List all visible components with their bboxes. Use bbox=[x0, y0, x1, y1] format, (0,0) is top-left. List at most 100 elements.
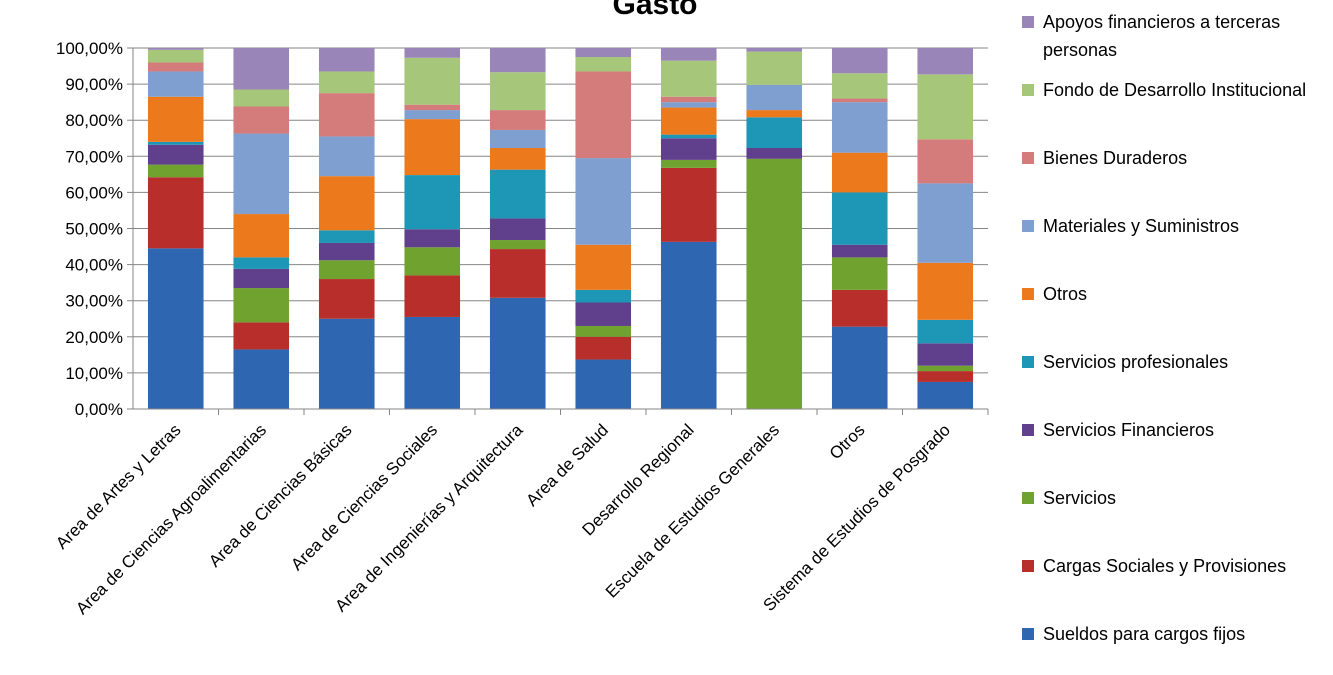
y-tick-label: 100,00% bbox=[56, 39, 123, 58]
bar-segment bbox=[575, 57, 632, 72]
bar-segment bbox=[831, 48, 888, 74]
bar-segment bbox=[575, 289, 632, 303]
bar-segment bbox=[575, 71, 632, 159]
legend-label: Bienes Duraderos bbox=[1043, 148, 1187, 168]
y-tick-label: 0,00% bbox=[75, 400, 123, 419]
bar-segment bbox=[318, 318, 375, 409]
bar-segment bbox=[575, 158, 632, 245]
chart-title: Gasto bbox=[612, 0, 697, 21]
legend-label: Sueldos para cargos fijos bbox=[1043, 624, 1245, 644]
bar-segment bbox=[831, 244, 888, 258]
bar-segment bbox=[233, 268, 290, 289]
bar-segment bbox=[233, 257, 290, 269]
bar-segment bbox=[318, 71, 375, 94]
bar-segment bbox=[318, 176, 375, 231]
bar-segment bbox=[660, 107, 717, 135]
bar-segment bbox=[660, 134, 717, 139]
bar-segment bbox=[660, 241, 717, 409]
bar-segment bbox=[489, 110, 546, 130]
bar-segment bbox=[660, 138, 717, 160]
legend-label: Servicios profesionales bbox=[1043, 352, 1228, 372]
y-tick-label: 10,00% bbox=[65, 364, 123, 383]
legend-label: Apoyos financieros a terceras personas bbox=[1043, 12, 1280, 60]
y-tick-label: 20,00% bbox=[65, 328, 123, 347]
x-tick-label: Area de Ciencias Básicas bbox=[205, 420, 355, 570]
bar-segment bbox=[318, 260, 375, 280]
bar-segment bbox=[831, 257, 888, 290]
y-tick-label: 40,00% bbox=[65, 256, 123, 275]
bar-segment bbox=[831, 73, 888, 99]
legend-label: Servicios Financieros bbox=[1043, 420, 1214, 440]
x-tick-label: Area de Ingenierías y Arquitectura bbox=[331, 420, 527, 616]
bar-segment bbox=[917, 381, 974, 409]
bar-segment bbox=[404, 110, 461, 120]
bar-segment bbox=[746, 117, 803, 148]
x-tick-label: Area de Salud bbox=[522, 420, 612, 510]
legend-swatch bbox=[1022, 16, 1034, 28]
legend-swatch bbox=[1022, 492, 1034, 504]
bar-segment bbox=[318, 93, 375, 137]
bar-segment bbox=[318, 279, 375, 319]
legend-swatch bbox=[1022, 220, 1034, 232]
bar-segment bbox=[917, 183, 974, 263]
bar-segment bbox=[404, 119, 461, 176]
bar-segment bbox=[147, 71, 204, 97]
bar-segment bbox=[318, 242, 375, 261]
bar-segment bbox=[404, 175, 461, 230]
bar-segment bbox=[575, 48, 632, 58]
bar-segment bbox=[660, 167, 717, 242]
y-tick-label: 70,00% bbox=[65, 147, 123, 166]
bar-segment bbox=[917, 48, 974, 75]
bar-segment bbox=[917, 319, 974, 344]
bar-segment bbox=[147, 48, 204, 50]
bar-segment bbox=[147, 144, 204, 165]
bar-segment bbox=[660, 96, 717, 103]
bar-segment bbox=[746, 147, 803, 159]
y-tick-label: 80,00% bbox=[65, 111, 123, 130]
bar-segment bbox=[917, 74, 974, 140]
bar-segment bbox=[404, 316, 461, 409]
bar-segment bbox=[917, 343, 974, 366]
bar-segment bbox=[917, 139, 974, 184]
bar-segment bbox=[404, 48, 461, 58]
bar-segment bbox=[489, 72, 546, 111]
bar-segment bbox=[489, 169, 546, 219]
bar-segment bbox=[404, 57, 461, 105]
bar-segment bbox=[318, 48, 375, 72]
bar-segment bbox=[917, 262, 974, 320]
bar-segment bbox=[147, 177, 204, 249]
bar-segment bbox=[147, 62, 204, 72]
bar-segment bbox=[147, 164, 204, 178]
bars bbox=[147, 48, 974, 409]
bar-segment bbox=[318, 230, 375, 243]
legend-label: Cargas Sociales y Provisiones bbox=[1043, 556, 1286, 576]
bar-segment bbox=[404, 104, 461, 111]
bar-segment bbox=[746, 110, 803, 118]
bar-segment bbox=[917, 371, 974, 382]
bar-segment bbox=[660, 102, 717, 108]
bar-segment bbox=[233, 106, 290, 134]
bar-segment bbox=[233, 48, 290, 90]
bar-segment bbox=[489, 249, 546, 298]
bar-segment bbox=[660, 159, 717, 168]
bar-segment bbox=[233, 288, 290, 323]
bar-segment bbox=[489, 297, 546, 409]
y-tick-label: 90,00% bbox=[65, 75, 123, 94]
bar-segment bbox=[831, 289, 888, 327]
bar-segment bbox=[147, 248, 204, 409]
bar-segment bbox=[489, 129, 546, 148]
bar-segment bbox=[233, 214, 290, 258]
bar-segment bbox=[489, 218, 546, 241]
bar-segment bbox=[660, 60, 717, 97]
axes bbox=[132, 48, 989, 415]
bar-segment bbox=[575, 359, 632, 409]
legend: Apoyos financieros a terceras personas Fon… bbox=[1022, 12, 1306, 644]
bar-segment bbox=[831, 192, 888, 245]
bar-segment bbox=[575, 244, 632, 290]
x-tick-label: Sistema de Estudios de Posgrado bbox=[760, 420, 955, 615]
y-axis-ticks: 0,00% 10,00% 20,00% 30,00% 40,00% 50,00% 60,00… bbox=[56, 39, 123, 419]
x-tick-label: Area de Ciencias Agroalimentarias bbox=[72, 420, 270, 618]
legend-swatch bbox=[1022, 560, 1034, 572]
